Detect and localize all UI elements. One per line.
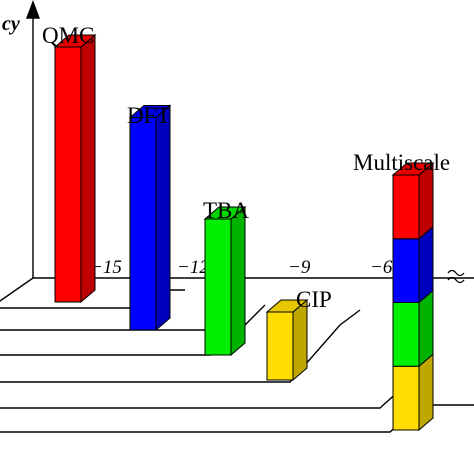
- bar-cip-seg-0-front: [266, 311, 294, 381]
- bar-tba-seg-0-top: [203, 206, 247, 220]
- floor-step-4: [0, 309, 361, 383]
- bar-multiscale-seg-3-top: [391, 162, 435, 176]
- y-axis-arrow: [25, 0, 41, 19]
- bar-qmc-seg-0-front: [54, 46, 82, 303]
- x-tick-label-2: −9: [288, 257, 311, 278]
- bar-label-multiscale: Multiscale: [353, 150, 450, 175]
- axis-break: [447, 269, 465, 284]
- bar-label-cip: CIP: [296, 287, 332, 312]
- bar-tba-seg-0-side: [230, 205, 246, 357]
- depth-axis-line: [0, 277, 34, 302]
- bar-multiscale-seg-0-side: [418, 353, 434, 432]
- bars-group: [53, 33, 435, 432]
- y-axis-title: cy: [2, 13, 20, 35]
- x-tick-label-1: −12: [177, 257, 209, 278]
- bar-multiscale-seg-0-front: [392, 365, 420, 431]
- bar-dft-seg-0-side: [155, 104, 171, 332]
- bar-qmc-seg-0-side: [80, 33, 96, 304]
- bar-multiscale-seg-2-front: [392, 238, 420, 303]
- x-tick-label-3: −6: [370, 257, 393, 278]
- floor-step-3: [0, 339, 231, 356]
- floor-step-5: [0, 389, 401, 409]
- bar-multiscale-seg-1-front: [392, 302, 420, 367]
- bar-label-qmc: QMC: [42, 23, 94, 48]
- bar-cip-seg-0-top: [265, 299, 309, 313]
- bar-tba-seg-0-front: [204, 218, 232, 356]
- bar-multiscale-seg-2-side: [418, 225, 434, 304]
- bar-multiscale-seg-3-front: [392, 174, 420, 240]
- bar-label-tba: TBA: [203, 198, 249, 223]
- bar-qmc-seg-0-top: [53, 34, 97, 48]
- x-tick-label-0: −15: [90, 257, 122, 278]
- bar-dft-seg-0-top: [128, 105, 172, 118]
- bar-cip-seg-0-side: [292, 298, 308, 382]
- bar-label-dft: DFT: [127, 103, 170, 128]
- bar-dft-seg-0-front: [129, 117, 157, 331]
- bar-multiscale-seg-1-side: [418, 289, 434, 368]
